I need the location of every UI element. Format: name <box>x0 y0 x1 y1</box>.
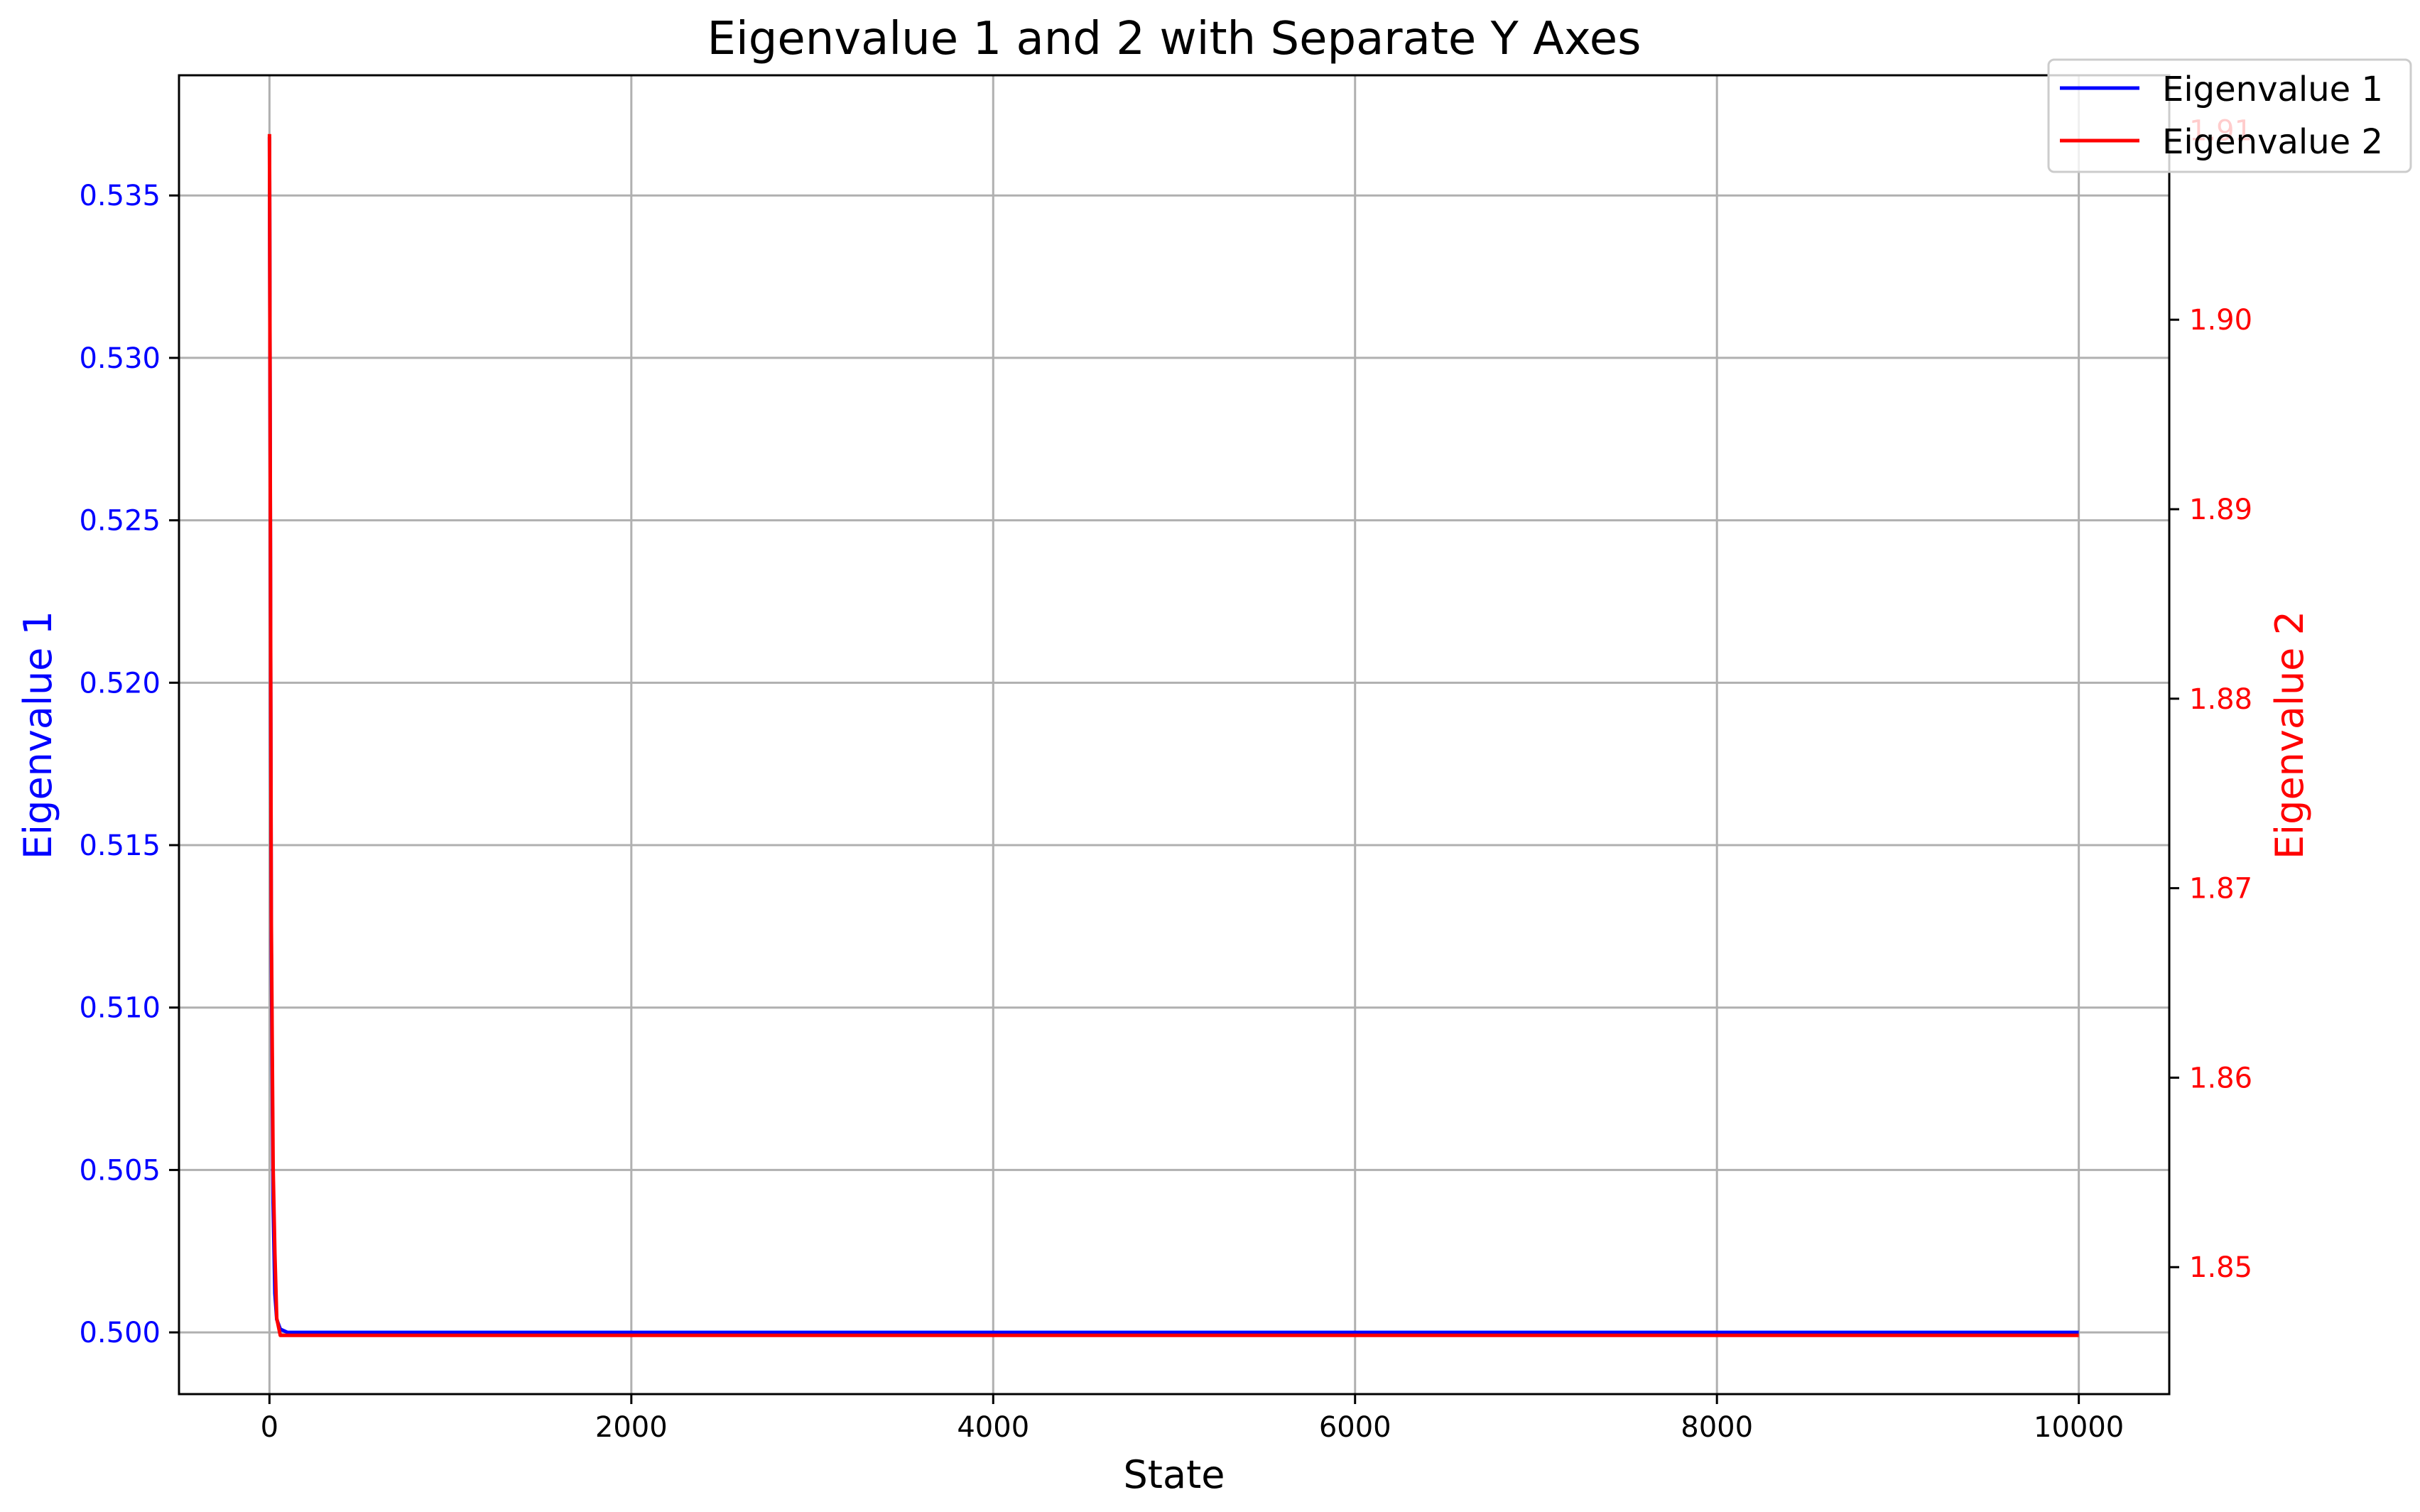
x-axis-ticks: 0 2000 4000 6000 8000 10000 <box>261 1394 2124 1444</box>
right-y-axis-label: Eigenvalue 2 <box>2267 611 2312 859</box>
x-tick-label: 10000 <box>2034 1411 2124 1444</box>
left-y-axis-ticks: 0.500 0.505 0.510 0.515 0.520 0.525 0.530 0.535 <box>79 180 179 1349</box>
legend-label-eigenvalue-1: Eigenvalue 1 <box>2162 70 2383 109</box>
left-y-tick-label: 0.510 <box>79 992 161 1025</box>
right-y-tick-label: 1.89 <box>2189 494 2252 526</box>
left-y-tick-label: 0.505 <box>79 1154 161 1187</box>
left-y-tick-label: 0.500 <box>79 1317 161 1349</box>
left-y-axis-label: Eigenvalue 1 <box>16 611 60 859</box>
legend: Eigenvalue 1 Eigenvalue 2 <box>2047 58 2412 173</box>
x-tick-label: 4000 <box>957 1411 1029 1444</box>
x-tick-label: 6000 <box>1319 1411 1391 1444</box>
x-tick-label: 2000 <box>595 1411 668 1444</box>
right-y-tick-label: 1.88 <box>2189 683 2252 716</box>
left-y-tick-label: 0.515 <box>79 830 161 862</box>
left-y-tick-label: 0.525 <box>79 505 161 538</box>
left-y-tick-label: 0.530 <box>79 342 161 375</box>
plot-frame <box>178 74 2171 1396</box>
series-line-2 <box>267 134 2079 1337</box>
right-y-tick-label: 1.85 <box>2189 1251 2252 1284</box>
chart-title: Eigenvalue 1 and 2 with Separate Y Axes <box>707 13 1642 65</box>
left-y-tick-label: 0.535 <box>79 180 161 212</box>
left-y-tick-label: 0.520 <box>79 667 161 700</box>
x-tick-label: 0 <box>261 1411 278 1444</box>
x-tick-label: 8000 <box>1681 1411 1753 1444</box>
series-lines <box>267 134 2079 1337</box>
legend-label-eigenvalue-2: Eigenvalue 2 <box>2162 122 2383 162</box>
x-axis-label: State <box>1124 1452 1225 1497</box>
right-y-tick-label: 1.86 <box>2189 1062 2252 1094</box>
right-y-tick-label: 1.87 <box>2189 873 2252 905</box>
grid-lines <box>179 75 2169 1394</box>
right-y-tick-label: 1.90 <box>2189 304 2252 337</box>
